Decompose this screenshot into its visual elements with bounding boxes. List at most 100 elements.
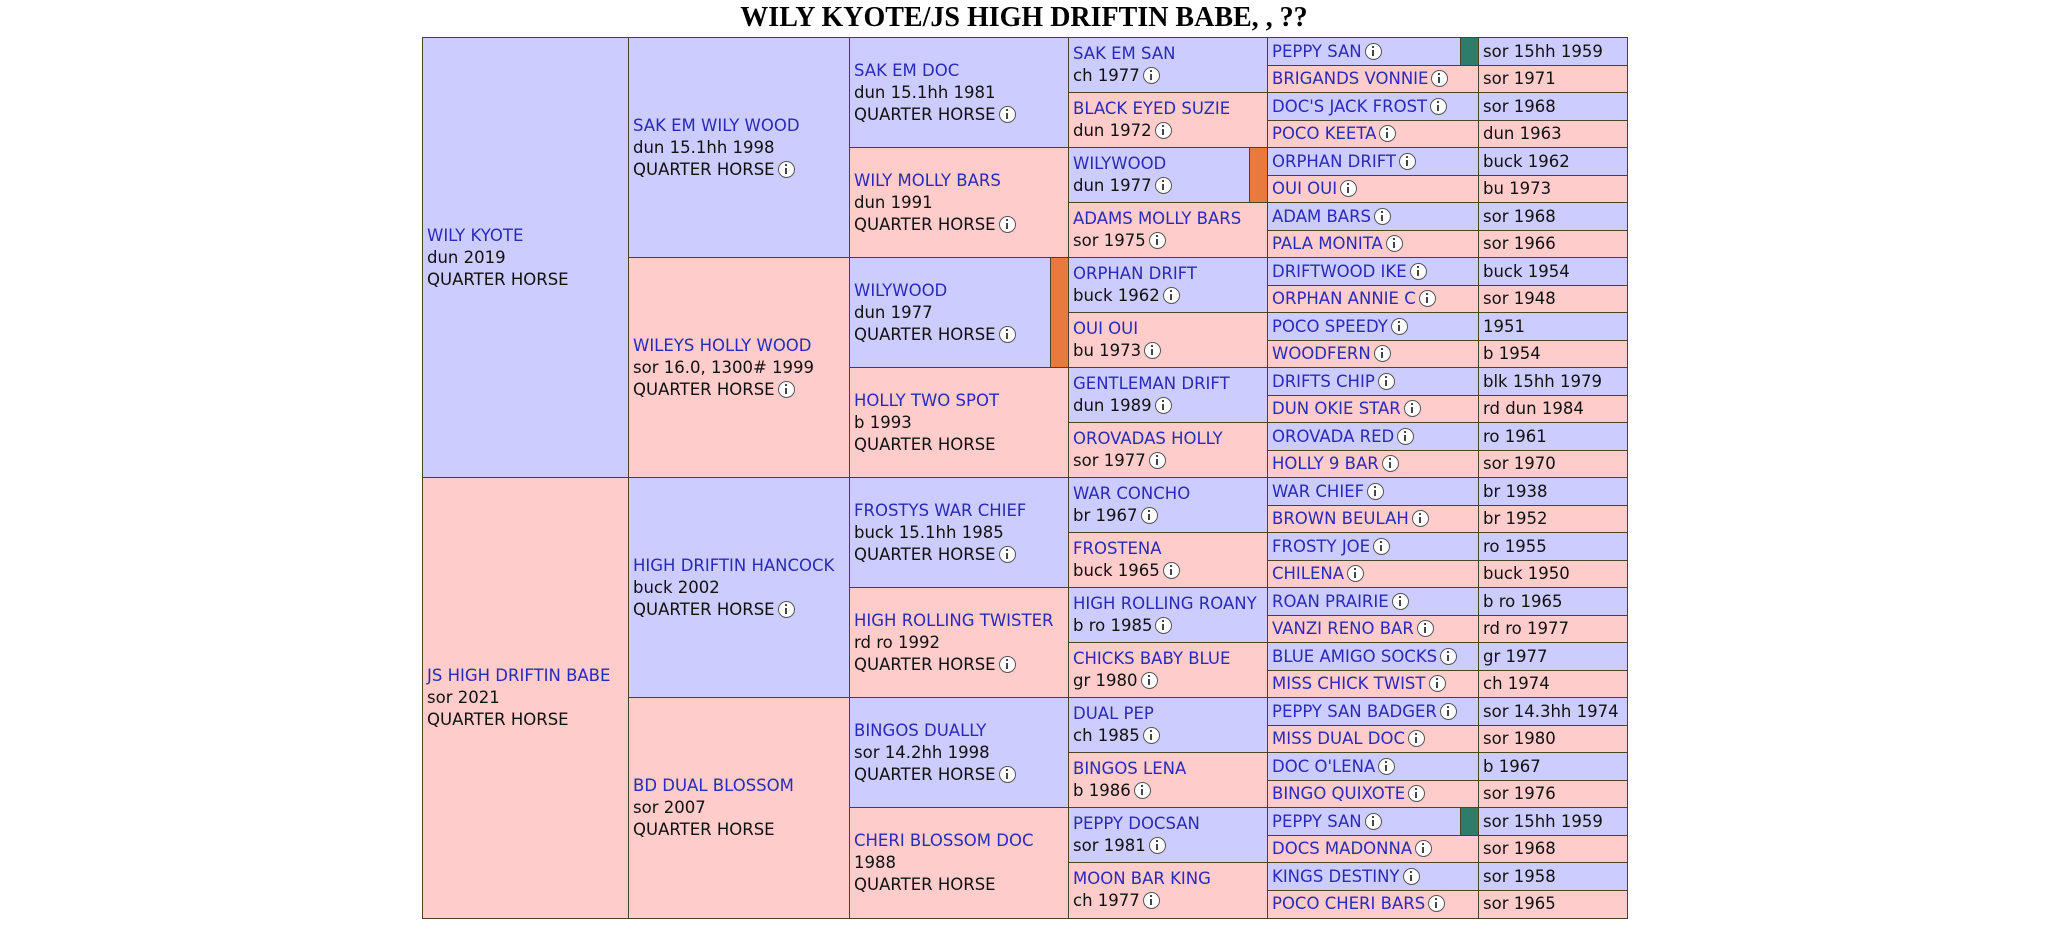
- horse-cell: DOC O'LENA: [1267, 752, 1480, 781]
- info-icon: [1408, 785, 1426, 802]
- horse-cell: DUAL PEP ch 1985: [1068, 697, 1269, 754]
- horse-detail: blk 15hh 1979: [1483, 371, 1603, 391]
- horse-cell: GENTLEMAN DRIFT dun 1989: [1068, 367, 1269, 424]
- horse-name-line: CHILENA: [1272, 565, 1479, 583]
- info-icon: [1154, 397, 1172, 415]
- info-icon: [1133, 782, 1151, 800]
- horse-cell: ORPHAN DRIFT: [1267, 147, 1480, 176]
- horse-name: PALA MONITA: [1272, 234, 1383, 253]
- horse-cell: CHICKS BABY BLUE gr 1980: [1068, 642, 1269, 699]
- inbreeding-marker: [1459, 808, 1479, 835]
- horse-cell: BRIGANDS VONNIE: [1267, 64, 1480, 94]
- horse-name: WILYWOOD: [1073, 154, 1167, 174]
- info-icon: [1397, 427, 1415, 445]
- horse-detail-line: buck 1962: [1073, 285, 1268, 307]
- horse-detail: buck 2002: [633, 577, 720, 597]
- horse-name: FROSTENA: [1073, 539, 1162, 559]
- info-icon: [1162, 562, 1180, 580]
- horse-cell: HOLLY TWO SPOT b 1993 QUARTER HORSE: [849, 367, 1070, 479]
- horse-name: CHERI BLOSSOM DOC: [854, 830, 1034, 850]
- horse-name: PEPPY SAN: [1272, 41, 1362, 61]
- horse-name: KINGS DESTINY: [1272, 866, 1400, 886]
- horse-name: MISS CHICK TWIST: [1272, 674, 1426, 693]
- page-title: WILY KYOTE/JS HIGH DRIFTIN BABE, , ??: [740, 2, 1308, 33]
- horse-detail: buck 15.1hh 1985: [854, 522, 1004, 542]
- horse-detail-cell: ro 1961: [1478, 422, 1628, 451]
- info-icon: [1373, 345, 1391, 362]
- info-icon: [1399, 152, 1416, 170]
- horse-cell: WOODFERN: [1267, 339, 1480, 369]
- horse-name-line: HIGH ROLLING TWISTER: [854, 610, 1069, 632]
- horse-detail-cell: sor 1958: [1478, 862, 1628, 891]
- horse-detail: sor 1976: [1483, 784, 1556, 803]
- horse-name: JS HIGH DRIFTIN BABE: [427, 665, 611, 685]
- info-icon: [1367, 482, 1385, 500]
- info-icon: [1142, 727, 1160, 745]
- horse-cell: ROAN PRAIRIE: [1267, 587, 1480, 616]
- horse-name-line: FROSTENA: [1073, 538, 1268, 560]
- horse-name-line: ADAMS MOLLY BARS: [1073, 208, 1268, 230]
- info-icon: [998, 215, 1016, 233]
- horse-detail-cell: b ro 1965: [1478, 587, 1628, 616]
- horse-name: PEPPY DOCSAN: [1073, 814, 1200, 834]
- info-icon: [1411, 510, 1429, 527]
- horse-detail-line: dun 2019: [427, 247, 629, 269]
- horse-name-line: JS HIGH DRIFTIN BABE: [427, 665, 629, 687]
- horse-cell: POCO KEETA: [1267, 119, 1480, 149]
- horse-name: OROVADAS HOLLY: [1073, 429, 1223, 449]
- horse-name-line: WILYWOOD: [1073, 153, 1268, 175]
- horse-detail: sor 16.0, 1300# 1999: [633, 357, 815, 377]
- horse-name-line: GENTLEMAN DRIFT: [1073, 373, 1268, 395]
- horse-detail-line: QUARTER HORSE: [633, 159, 850, 181]
- horse-name-line: HOLLY TWO SPOT: [854, 390, 1069, 412]
- horse-name: HIGH DRIFTIN HANCOCK: [633, 555, 835, 575]
- horse-cell: PALA MONITA: [1267, 229, 1480, 259]
- horse-cell: WILY KYOTE dun 2019 QUARTER HORSE: [422, 37, 630, 479]
- info-icon: [1431, 70, 1449, 87]
- horse-name-line: PEPPY SAN: [1272, 41, 1479, 61]
- horse-name-line: KINGS DESTINY: [1272, 866, 1479, 886]
- horse-detail-line: b ro 1985: [1073, 615, 1268, 637]
- horse-detail-line: QUARTER HORSE: [854, 324, 1069, 346]
- horse-detail: QUARTER HORSE: [633, 379, 775, 399]
- horse-detail-line: sor 1977: [1073, 450, 1268, 472]
- horse-detail-line: QUARTER HORSE: [854, 214, 1069, 236]
- horse-detail-cell: 1951: [1478, 312, 1628, 341]
- horse-name-line: POCO KEETA: [1272, 125, 1479, 143]
- horse-detail: sor 1968: [1483, 839, 1556, 858]
- horse-detail: QUARTER HORSE: [854, 104, 996, 124]
- horse-detail: ch 1977: [1073, 891, 1140, 911]
- info-icon: [1408, 730, 1426, 747]
- horse-detail-cell: sor 1971: [1478, 64, 1628, 94]
- horse-cell: DOC'S JACK FROST: [1267, 92, 1480, 121]
- info-icon: [1144, 342, 1162, 360]
- horse-cell: BINGOS DUALLY sor 14.2hh 1998 QUARTER HORS…: [849, 697, 1070, 809]
- horse-name-line: BLACK EYED SUZIE: [1073, 98, 1268, 120]
- horse-detail: b ro 1965: [1483, 591, 1563, 611]
- info-icon: [1155, 617, 1173, 635]
- horse-detail-cell: sor 14.3hh 1974: [1478, 697, 1628, 726]
- horse-name-line: OUI OUI: [1272, 180, 1479, 198]
- horse-cell: HIGH ROLLING TWISTER rd ro 1992 QUARTER HO…: [849, 587, 1070, 699]
- info-icon: [1418, 290, 1436, 307]
- horse-cell: ORPHAN ANNIE C: [1267, 284, 1480, 314]
- horse-detail: QUARTER HORSE: [633, 159, 775, 179]
- info-icon: [1148, 837, 1166, 855]
- info-icon: [998, 545, 1016, 563]
- horse-detail-cell: gr 1977: [1478, 642, 1628, 671]
- horse-name: POCO KEETA: [1272, 124, 1377, 143]
- horse-detail-line: dun 1972: [1073, 120, 1268, 142]
- horse-detail: dun 1989: [1073, 396, 1152, 416]
- info-icon: [1428, 675, 1446, 692]
- horse-detail-cell: buck 1954: [1478, 257, 1628, 286]
- horse-detail-cell: buck 1962: [1478, 147, 1628, 176]
- inbreeding-marker: [1049, 258, 1069, 368]
- horse-name-line: BINGO QUIXOTE: [1272, 785, 1479, 803]
- horse-detail: buck 1954: [1483, 261, 1570, 281]
- horse-name-line: CHICKS BABY BLUE: [1073, 648, 1268, 670]
- horse-detail-line: QUARTER HORSE: [854, 104, 1069, 126]
- horse-detail-cell: sor 1976: [1478, 779, 1628, 809]
- horse-cell: WILYWOOD dun 1977: [1068, 147, 1269, 204]
- horse-cell: CHERI BLOSSOM DOC 1988 QUARTER HORSE: [849, 807, 1070, 919]
- horse-name: DUN OKIE STAR: [1272, 399, 1401, 418]
